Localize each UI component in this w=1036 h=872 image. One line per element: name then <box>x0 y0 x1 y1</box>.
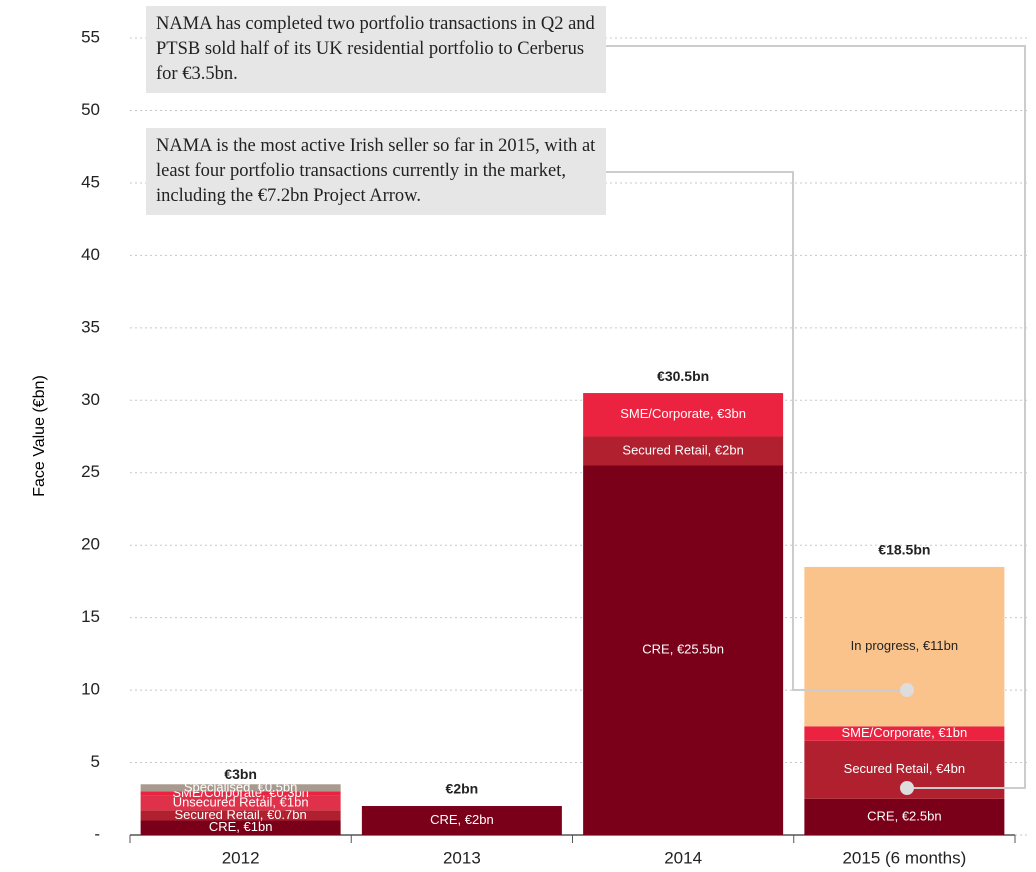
annotation-dot <box>900 683 914 697</box>
x-tick-label: 2015 (6 months) <box>842 848 966 867</box>
bar-segment <box>140 795 341 811</box>
segment-label: SME/Corporate, €1bn <box>842 725 968 740</box>
y-tick-label: 15 <box>81 607 100 626</box>
total-label: €18.5bn <box>878 542 930 558</box>
y-tick-label: 45 <box>81 172 100 191</box>
bar-segment <box>804 566 1005 727</box>
x-tick-label: 2014 <box>664 848 702 867</box>
segment-label: CRE, €2.5bn <box>867 808 941 823</box>
y-tick-label: 50 <box>81 100 100 119</box>
connector <box>606 45 1026 789</box>
bar-segment <box>140 791 341 796</box>
bar-segment <box>583 393 784 437</box>
bar-segment <box>361 806 562 835</box>
annotation-dot <box>900 781 914 795</box>
y-tick-label: 10 <box>81 680 100 699</box>
bar-segment <box>140 784 341 792</box>
segment-label: CRE, €2bn <box>430 812 494 827</box>
annotation: NAMA is the most active Irish seller so … <box>146 128 606 215</box>
bar-segment <box>140 820 341 835</box>
segment-label: CRE, €25.5bn <box>642 642 724 657</box>
segment-label: Specialised, €0.5bn <box>184 779 297 794</box>
y-tick-label: - <box>94 824 100 843</box>
y-tick-label: 40 <box>81 245 100 264</box>
bar-segment <box>804 798 1005 835</box>
segment-label: SME/Corporate, €3bn <box>620 406 746 421</box>
segment-label: Secured Retail, €4bn <box>844 761 965 776</box>
total-label: €2bn <box>446 781 479 797</box>
segment-label: Secured Retail, €0.7bn <box>174 807 306 822</box>
bar-segment <box>583 465 784 835</box>
y-axis-label: Face Value (€bn) <box>31 375 48 497</box>
x-tick-label: 2013 <box>443 848 481 867</box>
y-tick-label: 55 <box>81 28 100 47</box>
connector <box>606 171 907 691</box>
y-tick-label: 25 <box>81 462 100 481</box>
bar-segment <box>804 726 1005 741</box>
total-label: €30.5bn <box>657 368 709 384</box>
segment-label: Unsecured Retail, €1bn <box>173 795 309 810</box>
total-label: €3bn <box>224 766 257 782</box>
bar-segment <box>140 810 341 821</box>
bar-segment <box>583 436 784 466</box>
annotation: NAMA has completed two portfolio transac… <box>146 6 606 93</box>
x-tick-label: 2012 <box>222 848 260 867</box>
y-tick-label: 30 <box>81 390 100 409</box>
segment-label: Secured Retail, €2bn <box>622 442 743 457</box>
segment-label: In progress, €11bn <box>851 638 958 653</box>
annotation-connectors <box>606 45 1026 789</box>
y-tick-label: 5 <box>91 752 100 771</box>
segment-label: CRE, €1bn <box>209 819 273 834</box>
y-tick-label: 35 <box>81 317 100 336</box>
y-tick-label: 20 <box>81 535 100 554</box>
